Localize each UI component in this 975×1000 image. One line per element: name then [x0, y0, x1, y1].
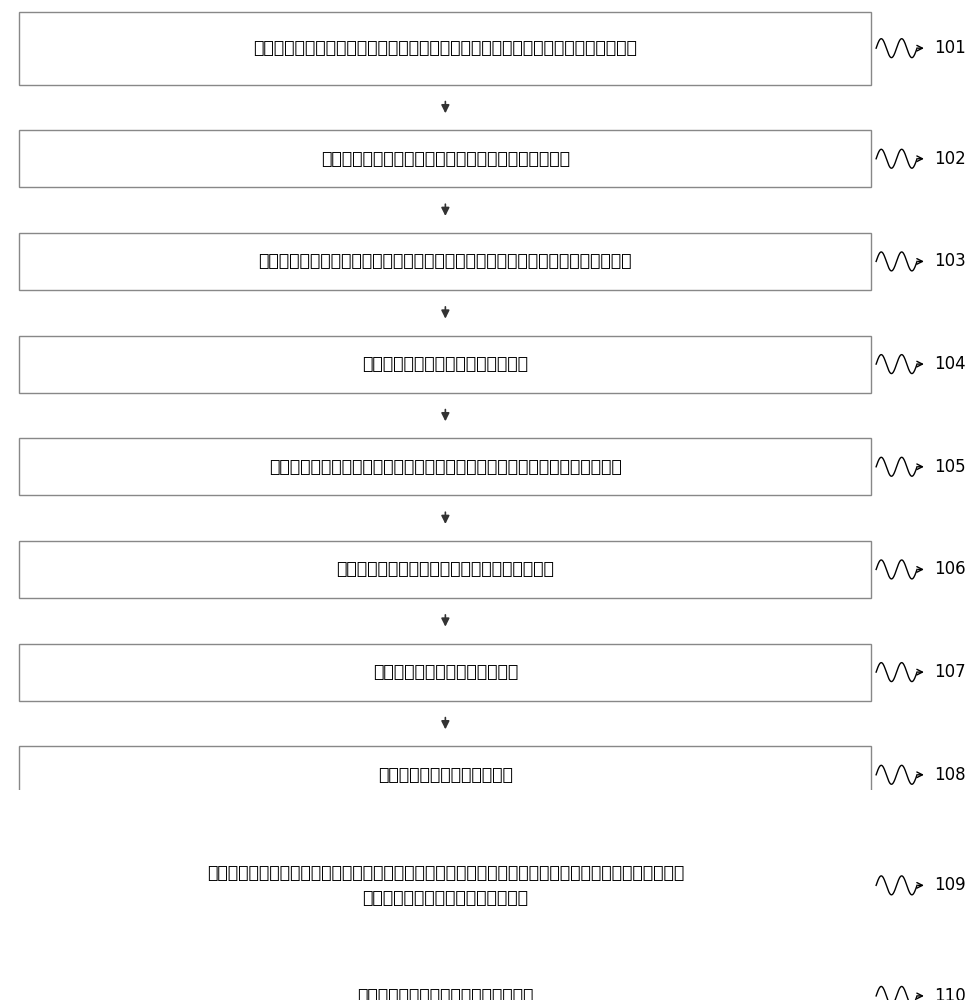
Text: 101: 101 [934, 39, 966, 57]
Text: 利用惰性气体作为保护气体，对硅基底进行高温退火处理，以通过低阻化多晶硅层和位于低阻化多晶硅层
表面上的金属层反应形成金属硅化物: 利用惰性气体作为保护气体，对硅基底进行高温退火处理，以通过低阻化多晶硅层和位于低… [207, 864, 684, 907]
FancyBboxPatch shape [20, 438, 872, 495]
Text: 102: 102 [934, 150, 966, 168]
FancyBboxPatch shape [20, 746, 872, 803]
Text: 去除未与低阻化多晶硅层反应的金属层: 去除未与低阻化多晶硅层反应的金属层 [357, 987, 533, 1000]
FancyBboxPatch shape [20, 541, 872, 598]
Text: 105: 105 [934, 458, 966, 476]
Text: 在源区、漏区和氮化硅层的表面上，以及低阻化多晶硅层的侧面上形成氧化层: 在源区、漏区和氮化硅层的表面上，以及低阻化多晶硅层的侧面上形成氧化层 [269, 458, 622, 476]
Text: 107: 107 [934, 663, 966, 681]
Text: 在半导体硅基底的表面上形成栅氧化层后，在栅氧化层的表面上形成低阻化多晶硅层: 在半导体硅基底的表面上形成栅氧化层后，在栅氧化层的表面上形成低阻化多晶硅层 [254, 39, 638, 57]
Text: 利用氢氟酸溶液，去除氮化硅层表面上的氧化层: 利用氢氟酸溶液，去除氮化硅层表面上的氧化层 [336, 560, 555, 578]
Text: 利用热磷酸溶液，去除氮化硅层: 利用热磷酸溶液，去除氮化硅层 [372, 663, 518, 681]
Text: 对栅氧化层、低阻化多晶硅层和氮化硅层进行光刻和刻蚀，形成半导体器件的栅极: 对栅氧化层、低阻化多晶硅层和氮化硅层进行光刻和刻蚀，形成半导体器件的栅极 [258, 252, 632, 270]
Text: 103: 103 [934, 252, 966, 270]
FancyBboxPatch shape [20, 336, 872, 393]
Text: 104: 104 [934, 355, 966, 373]
Text: 109: 109 [934, 876, 966, 894]
FancyBboxPatch shape [20, 233, 872, 290]
FancyBboxPatch shape [20, 12, 872, 85]
FancyBboxPatch shape [20, 644, 872, 701]
Text: 在整个器件表面上覆盖金属层: 在整个器件表面上覆盖金属层 [378, 766, 513, 784]
Text: 在低阻化多晶硅层的表面上沉积氮化硅，形成氮化硅层: 在低阻化多晶硅层的表面上沉积氮化硅，形成氮化硅层 [321, 150, 569, 168]
Text: 108: 108 [934, 766, 966, 784]
Text: 形成半导体器件的体区、源区和漏区: 形成半导体器件的体区、源区和漏区 [363, 355, 528, 373]
Text: 106: 106 [934, 560, 966, 578]
Text: 110: 110 [934, 987, 966, 1000]
FancyBboxPatch shape [20, 849, 872, 922]
FancyBboxPatch shape [20, 967, 872, 1000]
FancyBboxPatch shape [20, 130, 872, 187]
